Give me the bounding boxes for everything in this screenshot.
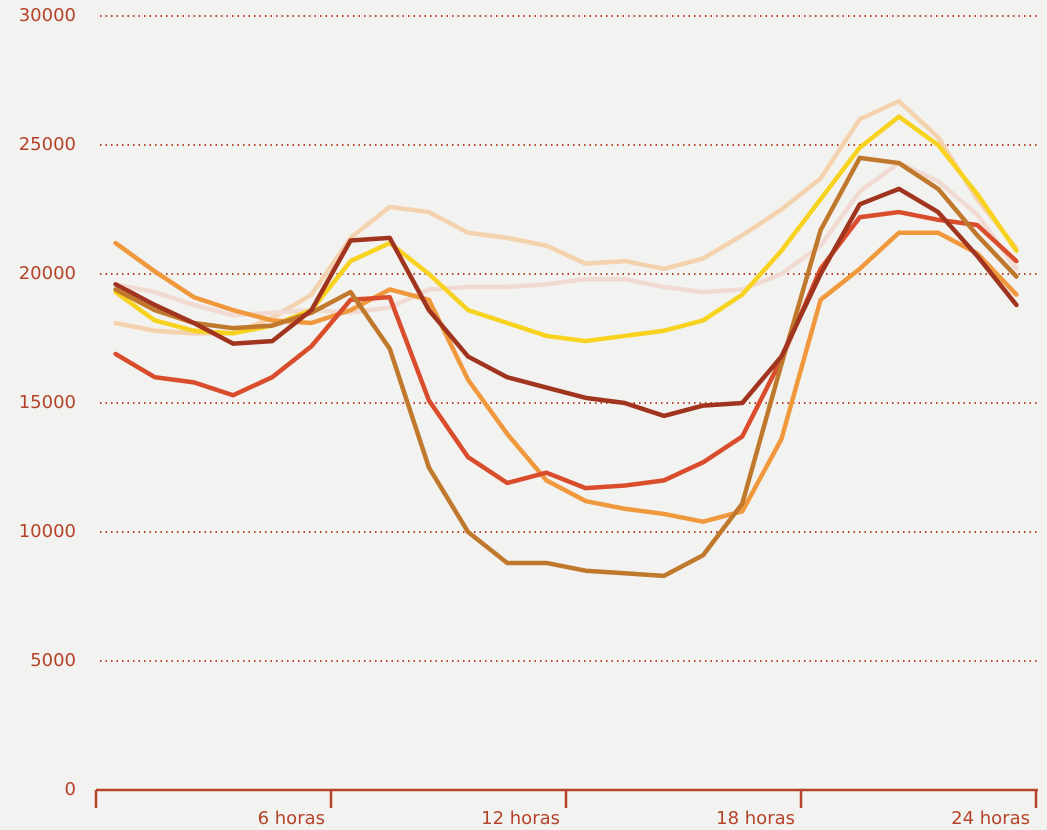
- x-tick-label: 6 horas: [258, 808, 325, 829]
- y-tick-label: 20000: [19, 263, 76, 284]
- y-tick-label: 25000: [19, 134, 76, 155]
- series-line: [113, 114, 1019, 344]
- y-tick-label: 0: [65, 779, 76, 800]
- y-tick-label: 10000: [19, 521, 76, 542]
- x-tick-label: 12 horas: [481, 808, 560, 829]
- series-line: [113, 209, 1019, 491]
- y-tick-label: 15000: [19, 392, 76, 413]
- series-line: [113, 186, 1019, 419]
- series-line: [113, 155, 1019, 579]
- series-line: [113, 98, 1019, 336]
- y-tick-label: 30000: [19, 5, 76, 26]
- series-line: [113, 160, 1019, 318]
- y-tick-label: 5000: [30, 650, 76, 671]
- x-tick-label: 18 horas: [716, 808, 795, 829]
- series-line: [113, 230, 1019, 524]
- x-tick-label: 24 horas: [951, 808, 1030, 829]
